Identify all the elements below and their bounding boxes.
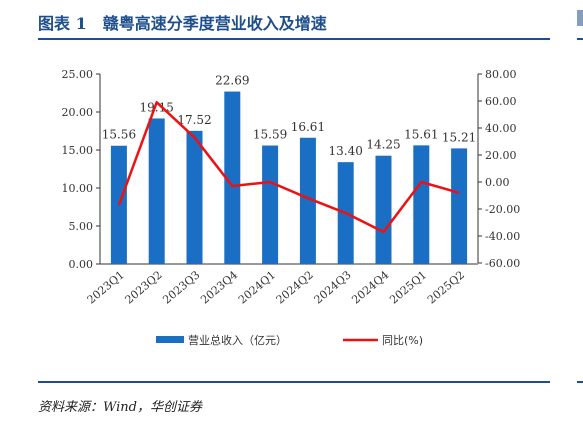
title-divider [38,38,550,40]
x-tick-label: 2024Q1 [236,268,278,306]
right-y-tick-label: -60.00 [485,257,520,270]
x-tick-label: 2023Q4 [198,268,240,306]
right-y-tick-label: 60.00 [485,95,517,108]
bar-2023Q3 [186,130,203,264]
bar-2023Q2 [148,118,165,265]
bar-2024Q1 [262,145,279,264]
source-note: 资料来源：Wind，华创证券 [38,400,202,415]
left-y-tick-label: 20.00 [62,106,94,119]
right-y-tick-label: 80.00 [485,68,517,81]
right-y-tick-label: 20.00 [485,149,517,162]
bar-value-label: 16.61 [291,120,325,134]
bar-value-label: 13.40 [329,144,363,158]
legend-bar-label: 营业总收入（亿元） [188,333,287,347]
bar-2023Q4 [224,91,241,264]
legend-line-label: 同比(%) [382,334,423,347]
bottom-divider [38,381,550,383]
bar-value-label: 15.21 [442,130,476,144]
bar-value-label: 15.59 [253,128,287,142]
yoy-line [117,101,460,234]
x-tick-label: 2024Q2 [274,268,316,306]
bar-value-label: 15.56 [102,128,136,142]
x-tick-label: 2025Q1 [387,268,429,306]
right-y-tick-label: -40.00 [485,230,520,243]
bar-2024Q4 [375,155,392,264]
revenue-chart: 0.00 5.00 10.00 15.00 20.00 25.00 -60.00 -40.00… [62,68,521,347]
left-y-tick-label: 25.00 [62,68,94,81]
x-tick-label: 2023Q2 [123,268,165,306]
x-tick-label: 2024Q4 [349,268,391,306]
right-y-tick-label: 40.00 [485,122,517,135]
figure-title: 图表 1 赣粤高速分季度营业收入及增速 [38,14,327,33]
x-tick-label: 2024Q3 [312,268,354,306]
adjacent-figure-title-fragment [577,10,583,26]
x-tick-label: 2023Q1 [85,268,127,306]
bar-value-label: 22.69 [215,74,249,88]
adjacent-figure-divider [577,38,583,40]
left-y-tick-label: 15.00 [62,144,94,157]
adjacent-figure-bottom-divider [577,381,583,383]
right-y-tick-label: 0.00 [485,176,510,189]
x-tick-label: 2025Q2 [425,268,467,306]
bar-value-label: 15.61 [404,127,438,141]
bar-value-label: 14.25 [366,138,400,152]
bar-2025Q2 [451,148,468,264]
bar-value-label: 17.52 [177,113,211,127]
left-y-tick-label: 10.00 [62,182,94,195]
x-tick-label: 2023Q3 [160,268,202,306]
left-y-tick-label: 5.00 [69,220,94,233]
left-y-tick-label: 0.00 [69,258,94,271]
legend-bar-swatch [156,336,184,343]
bar-2024Q2 [299,137,316,264]
bar-2025Q1 [413,145,430,264]
right-y-tick-label: -20.00 [485,203,520,216]
figure-header: 图表 1 赣粤高速分季度营业收入及增速 [38,8,552,33]
